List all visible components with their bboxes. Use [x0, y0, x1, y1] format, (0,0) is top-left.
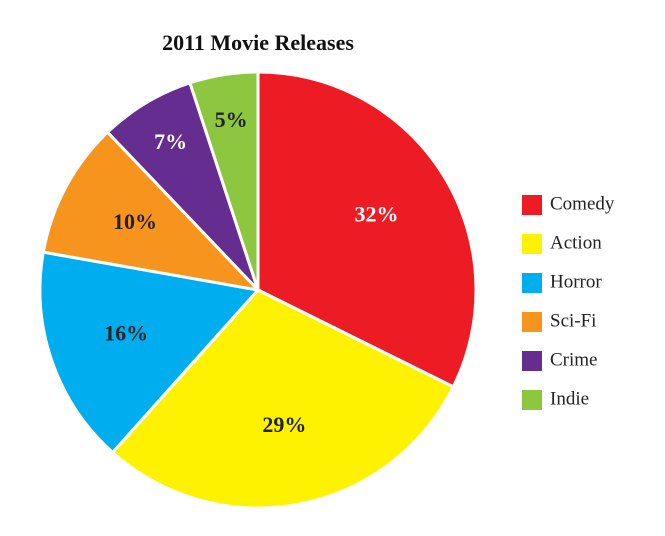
legend-swatch — [522, 312, 542, 332]
data-label: 16% — [104, 321, 148, 346]
data-label: 32% — [355, 201, 399, 226]
legend-label: Horror — [550, 271, 602, 292]
pie-slice — [110, 288, 456, 510]
legend-label: Action — [550, 232, 602, 253]
legend-label: Indie — [550, 388, 589, 409]
legend-swatch — [522, 195, 542, 215]
data-label: 10% — [113, 209, 157, 234]
legend-label: Sci-Fi — [550, 310, 596, 331]
legend-label: Comedy — [550, 193, 615, 214]
pie-slice — [188, 70, 260, 291]
pie-slice — [41, 130, 263, 293]
legend-swatch — [522, 351, 542, 371]
pie-slice — [38, 250, 261, 455]
legend-label: Crime — [550, 349, 598, 370]
data-label: 7% — [154, 129, 187, 154]
legend-swatch — [522, 273, 542, 293]
legend-swatch — [522, 234, 542, 254]
data-label: 5% — [215, 107, 248, 132]
data-label: 29% — [262, 412, 306, 437]
pie-slice — [256, 70, 478, 389]
legend-swatch — [522, 390, 542, 410]
chart-title: 2011 Movie Releases — [162, 30, 354, 55]
